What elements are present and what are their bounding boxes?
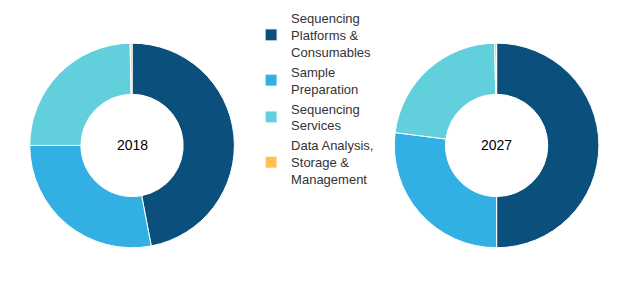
svg-text:SequencingServices: SequencingServices xyxy=(291,102,360,134)
svg-text:SamplePreparation: SamplePreparation xyxy=(291,65,358,97)
svg-text:2018: 2018 xyxy=(117,137,148,153)
svg-text:2027: 2027 xyxy=(481,137,512,153)
svg-text:SequencingPlatforms &Consumabl: SequencingPlatforms &Consumables xyxy=(291,11,371,60)
svg-text:Data Analysis,Storage &Managem: Data Analysis,Storage &Management xyxy=(291,138,373,187)
